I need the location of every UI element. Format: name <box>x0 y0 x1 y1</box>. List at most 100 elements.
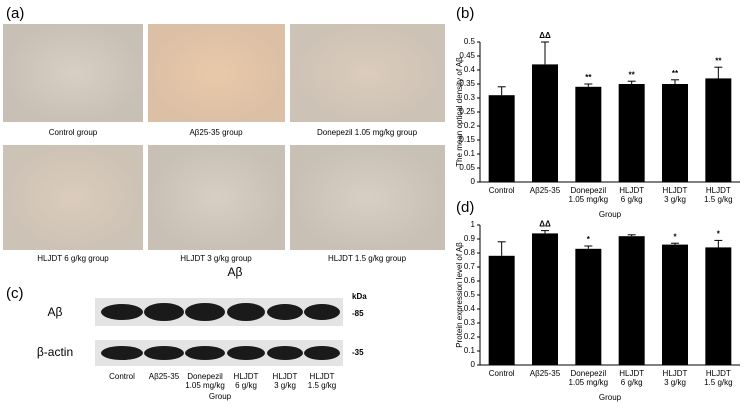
x-tick-label: 1.5 g/kg <box>704 378 732 387</box>
caption: Donepezil 1.05 mg/kg group <box>317 128 418 137</box>
y-tick-label: 0.25 <box>459 107 475 116</box>
footer: Aβ <box>228 265 243 279</box>
bands <box>101 303 340 360</box>
x-tick-label: HLJDT <box>706 369 731 378</box>
caption: Aβ25-35 group <box>189 128 243 137</box>
y-tick-label: 0.4 <box>464 65 476 74</box>
significance: ΔΔ <box>539 220 551 229</box>
panel-label: (c) <box>6 285 24 302</box>
x-label: Group <box>599 393 622 402</box>
lane-label: Aβ25-35 <box>149 372 180 381</box>
x-tick-label: Aβ25-35 <box>530 369 561 378</box>
significance: * <box>673 232 677 241</box>
micrograph <box>148 24 285 122</box>
x-label: Group <box>209 392 232 401</box>
micrograph <box>148 145 285 250</box>
bar <box>662 84 688 182</box>
lane-label: HLJDT <box>310 372 335 381</box>
y-label: The mean optical density of Aβ <box>455 57 464 167</box>
x-tick-label: 3 g/kg <box>664 195 686 204</box>
x-tick-label: 1.05 mg/kg <box>569 195 609 204</box>
x-tick-label: HLJDT <box>706 186 731 195</box>
bar <box>575 86 602 182</box>
lane-label: 6 g/kg <box>235 381 257 390</box>
y-tick-label: 0.15 <box>459 135 475 144</box>
bar <box>705 78 732 182</box>
micrograph <box>3 24 143 122</box>
significance: ** <box>585 73 592 82</box>
x-label: Group <box>599 210 622 219</box>
y-tick-label: 0.45 <box>459 51 475 60</box>
x-tick-label: Control <box>489 369 515 378</box>
significance: ** <box>672 69 679 78</box>
lane-label: 3 g/kg <box>274 381 296 390</box>
bar <box>705 247 732 365</box>
size: -85 <box>352 309 364 318</box>
significance: * <box>717 230 721 239</box>
bar <box>662 244 688 365</box>
y-tick-label: 0.9 <box>464 234 476 243</box>
x-tick-label: HLJDT <box>663 369 688 378</box>
y-tick-label: 0.35 <box>459 79 475 88</box>
unit: kDa <box>352 292 367 301</box>
y-tick-label: 0.8 <box>464 248 476 257</box>
lane-label: HLJDT <box>273 372 298 381</box>
lane-label: 1.5 g/kg <box>308 381 336 390</box>
y-tick-label: 0.5 <box>464 290 476 299</box>
x-tick-label: 6 g/kg <box>621 195 643 204</box>
panel-label: (d) <box>456 199 474 216</box>
y-tick-label: 0.6 <box>464 276 476 285</box>
x-tick-label: Donepezil <box>571 369 607 378</box>
y-tick-label: 0.4 <box>464 304 476 313</box>
size: -35 <box>352 348 364 357</box>
x-tick-label: HLJDT <box>663 186 688 195</box>
x-tick-label: 3 g/kg <box>664 378 686 387</box>
bar <box>575 248 602 365</box>
y-tick-label: 1 <box>471 220 476 229</box>
bar <box>618 84 645 182</box>
lane-label: 1.05 mg/kg <box>185 381 225 390</box>
y-tick-label: 0.2 <box>464 121 476 130</box>
y-tick-label: 0 <box>471 360 476 369</box>
y-tick-label: 0.5 <box>464 37 476 46</box>
x-tick-label: 1.05 mg/kg <box>569 378 609 387</box>
bar <box>618 236 645 365</box>
x-tick-label: 1.5 g/kg <box>704 195 732 204</box>
y-tick-label: 0.3 <box>464 93 476 102</box>
y-tick-label: 0.2 <box>464 332 476 341</box>
y-tick-label: 0.7 <box>464 262 476 271</box>
lane-label: Donepezil <box>187 372 223 381</box>
significance: ** <box>715 56 722 65</box>
significance: ** <box>629 70 636 79</box>
bar <box>488 255 515 365</box>
lane-label: HLJDT <box>234 372 259 381</box>
panel-label: (b) <box>456 5 474 22</box>
x-tick-label: HLJDT <box>619 186 644 195</box>
row-label: Aβ <box>48 305 63 319</box>
significance: ΔΔ <box>539 31 551 40</box>
x-tick-label: HLJDT <box>619 369 644 378</box>
caption: HLJDT 3 g/kg group <box>180 254 252 263</box>
row-label: β-actin <box>37 345 73 359</box>
x-tick-label: Control <box>489 186 515 195</box>
x-tick-label: Aβ25-35 <box>530 186 561 195</box>
caption: HLJDT 6 g/kg group <box>37 254 109 263</box>
caption: Control group <box>49 128 98 137</box>
significance: * <box>587 235 591 244</box>
x-tick-label: Donepezil <box>571 186 607 195</box>
panel-label: (a) <box>6 5 24 22</box>
y-label: Protein expression level of Aβ <box>455 242 464 348</box>
lane-label: Control <box>109 372 135 381</box>
bar <box>532 233 558 365</box>
y-tick-label: 0 <box>471 177 476 186</box>
y-tick-label: 0.1 <box>464 346 476 355</box>
bar <box>488 95 515 182</box>
y-tick-label: 0.05 <box>459 163 475 172</box>
caption: HLJDT 1.5 g/kg group <box>328 254 407 263</box>
micrograph <box>3 145 143 250</box>
micrograph <box>290 24 445 122</box>
y-tick-label: 0.3 <box>464 318 476 327</box>
micrograph <box>290 145 445 250</box>
x-tick-label: 6 g/kg <box>621 378 643 387</box>
